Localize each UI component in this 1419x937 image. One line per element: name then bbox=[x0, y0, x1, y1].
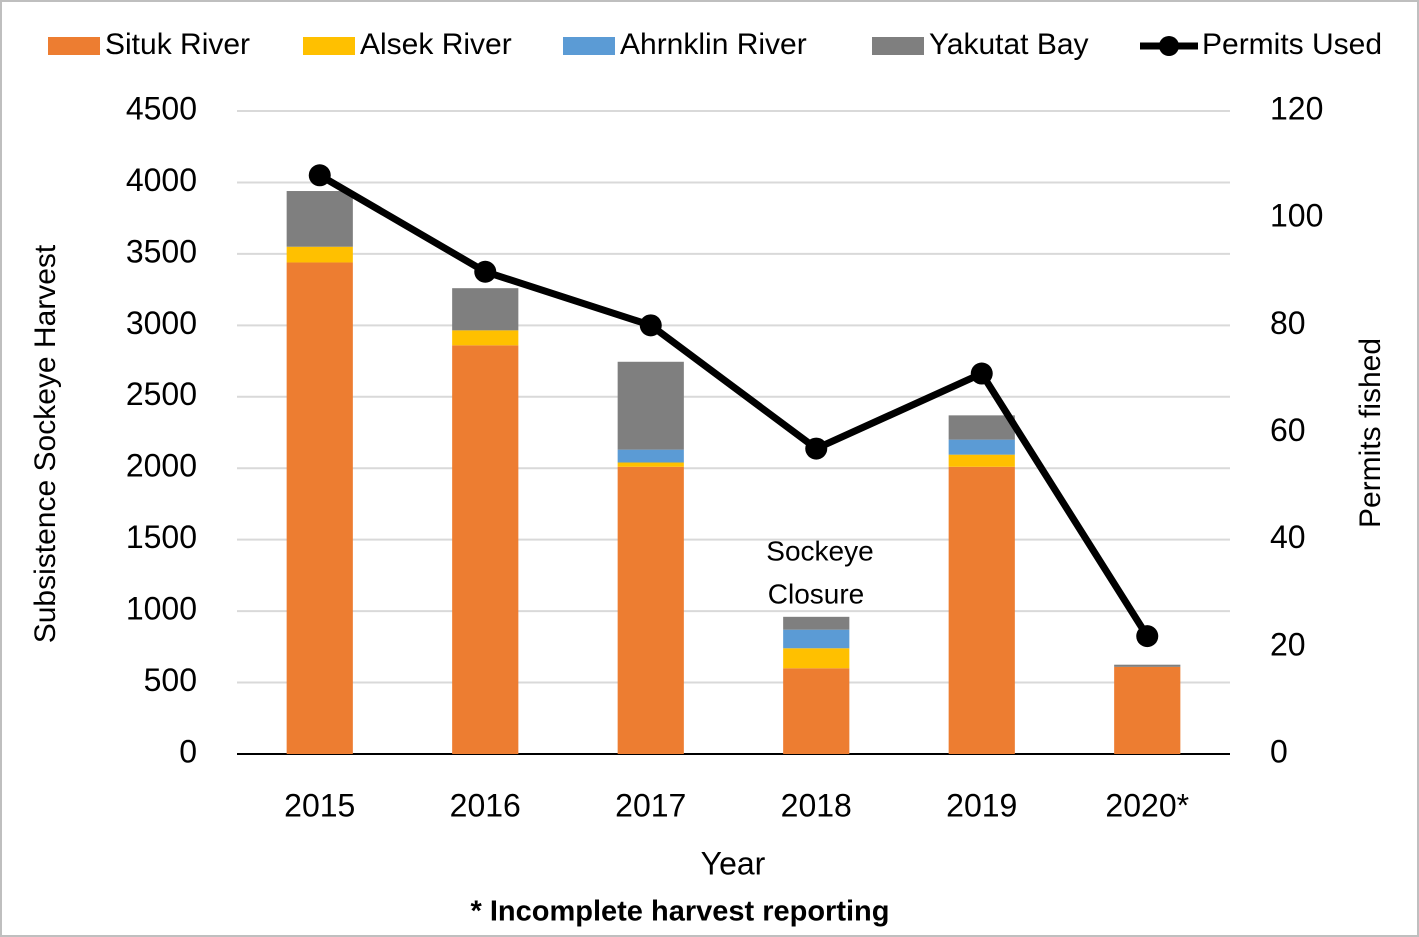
y2-tick-label: 40 bbox=[1270, 519, 1306, 555]
bar-segment bbox=[948, 439, 1015, 455]
bar-segment bbox=[1114, 664, 1181, 667]
bar-segment bbox=[783, 668, 850, 754]
legend-label: Yakutat Bay bbox=[929, 28, 1089, 61]
line-marker bbox=[308, 164, 331, 187]
y2-tick-label: 80 bbox=[1270, 305, 1306, 341]
y-tick-label: 2500 bbox=[126, 376, 197, 412]
y-tick-label: 3500 bbox=[126, 233, 197, 269]
y-tick-label: 4500 bbox=[126, 90, 197, 126]
y-tick-label: 2000 bbox=[126, 448, 197, 484]
x-tick-label: 2015 bbox=[284, 787, 355, 823]
x-axis-label: Year bbox=[701, 845, 766, 881]
y2-tick-label: 20 bbox=[1270, 626, 1306, 662]
bar-segment bbox=[948, 454, 1015, 467]
legend-label: Ahrnklin River bbox=[620, 28, 807, 61]
legend-swatch bbox=[303, 37, 355, 55]
y-tick-label: 1500 bbox=[126, 519, 197, 555]
bar-segment bbox=[617, 466, 684, 754]
bar-segment bbox=[286, 262, 353, 754]
bar-segment bbox=[617, 361, 684, 450]
y2-axis-label: Permits fished bbox=[1354, 338, 1387, 528]
x-tick-label: 2017 bbox=[615, 787, 686, 823]
line bbox=[317, 172, 1151, 638]
y2-tick-label: 60 bbox=[1270, 412, 1306, 448]
bar-segment bbox=[286, 191, 353, 247]
bar-segment bbox=[948, 415, 1015, 440]
line-marker bbox=[970, 362, 993, 385]
legend-label: Situk River bbox=[105, 28, 250, 61]
legend-label: Permits Used bbox=[1202, 28, 1382, 61]
y-axis-label: Subsistence Sockeye Harvest bbox=[29, 244, 62, 643]
bar-segment bbox=[452, 345, 519, 754]
footnote: * Incomplete harvest reporting bbox=[471, 896, 890, 928]
y2-tick-label: 0 bbox=[1270, 733, 1288, 769]
line-marker bbox=[805, 437, 828, 460]
y2-tick-label: 100 bbox=[1270, 198, 1323, 234]
line-marker bbox=[639, 314, 662, 337]
y-tick-label: 0 bbox=[179, 733, 197, 769]
legend-swatch bbox=[1159, 36, 1179, 56]
bar-segment bbox=[948, 466, 1015, 754]
y-tick-label: 1000 bbox=[126, 591, 197, 627]
y-tick-label: 4000 bbox=[126, 162, 197, 198]
bar-segment bbox=[452, 330, 519, 346]
y-tick-label: 3000 bbox=[126, 305, 197, 341]
bar-segment bbox=[452, 288, 519, 331]
x-tick-label: 2018 bbox=[781, 787, 852, 823]
x-tick-label: 2020* bbox=[1105, 787, 1189, 823]
bar-segment bbox=[783, 648, 850, 669]
bar-segment bbox=[783, 616, 850, 630]
legend-swatch bbox=[48, 37, 100, 55]
legend-label: Alsek River bbox=[360, 28, 512, 61]
bar-segment bbox=[617, 462, 684, 467]
annotation: Closure bbox=[768, 578, 864, 609]
line-marker bbox=[474, 260, 497, 283]
line-marker bbox=[1136, 625, 1159, 648]
legend-swatch bbox=[872, 37, 924, 55]
y2-tick-label: 120 bbox=[1270, 90, 1323, 126]
bar-segment bbox=[286, 246, 353, 263]
bar-segment bbox=[1114, 666, 1181, 754]
legend-swatch bbox=[563, 37, 615, 55]
bar-segment bbox=[783, 629, 850, 649]
y-tick-label: 500 bbox=[144, 662, 197, 698]
x-tick-label: 2016 bbox=[450, 787, 521, 823]
bar-segment bbox=[617, 449, 684, 463]
x-tick-label: 2019 bbox=[946, 787, 1017, 823]
